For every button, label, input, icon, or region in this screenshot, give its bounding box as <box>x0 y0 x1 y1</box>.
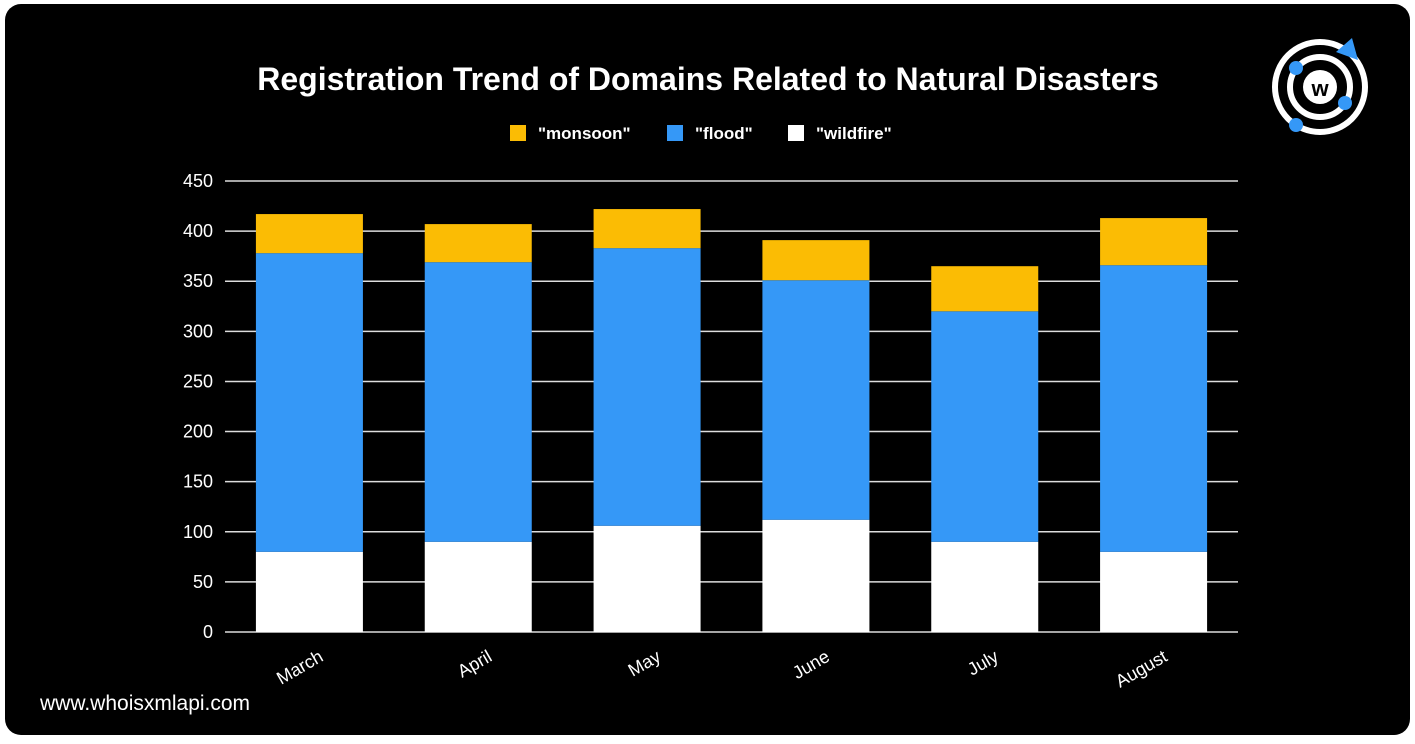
logo: w <box>1272 38 1368 135</box>
y-tick-label: 300 <box>183 321 213 341</box>
bar-segment <box>255 253 363 552</box>
y-tick-label: 450 <box>183 171 213 191</box>
bar-segment <box>424 541 532 632</box>
legend-swatch <box>510 125 526 141</box>
bar-segment <box>1100 551 1208 632</box>
bar-segment <box>1100 218 1208 266</box>
legend-label: "flood" <box>695 124 753 143</box>
bar-segment <box>255 214 363 254</box>
bar-segment <box>762 280 870 520</box>
bar-segment <box>762 240 870 281</box>
y-tick-label: 350 <box>183 271 213 291</box>
bar-segment <box>762 519 870 632</box>
bar-segment <box>931 266 1039 312</box>
bar-segment <box>593 248 701 526</box>
y-tick-label: 400 <box>183 221 213 241</box>
y-tick-label: 50 <box>193 572 213 592</box>
y-tick-label: 250 <box>183 371 213 391</box>
bar-segment <box>255 551 363 632</box>
bar-segment <box>1100 265 1208 552</box>
bar-segment <box>424 224 532 263</box>
footer: www.whoisxmlapi.com <box>39 692 250 715</box>
y-tick-label: 0 <box>203 622 213 642</box>
bar-segment <box>424 262 532 542</box>
legend-swatch <box>788 125 804 141</box>
legend-label: "wildfire" <box>816 124 892 143</box>
bar-segment <box>593 209 701 249</box>
bar-segment <box>931 311 1039 542</box>
bar-segment <box>593 525 701 632</box>
chart-title: Registration Trend of Domains Related to… <box>257 61 1159 97</box>
y-tick-label: 150 <box>183 472 213 492</box>
y-tick-label: 100 <box>183 522 213 542</box>
bar-segment <box>931 541 1039 632</box>
y-tick-label: 200 <box>183 422 213 442</box>
svg-text:w: w <box>1310 76 1329 101</box>
legend-swatch <box>667 125 683 141</box>
legend-label: "monsoon" <box>538 124 631 143</box>
